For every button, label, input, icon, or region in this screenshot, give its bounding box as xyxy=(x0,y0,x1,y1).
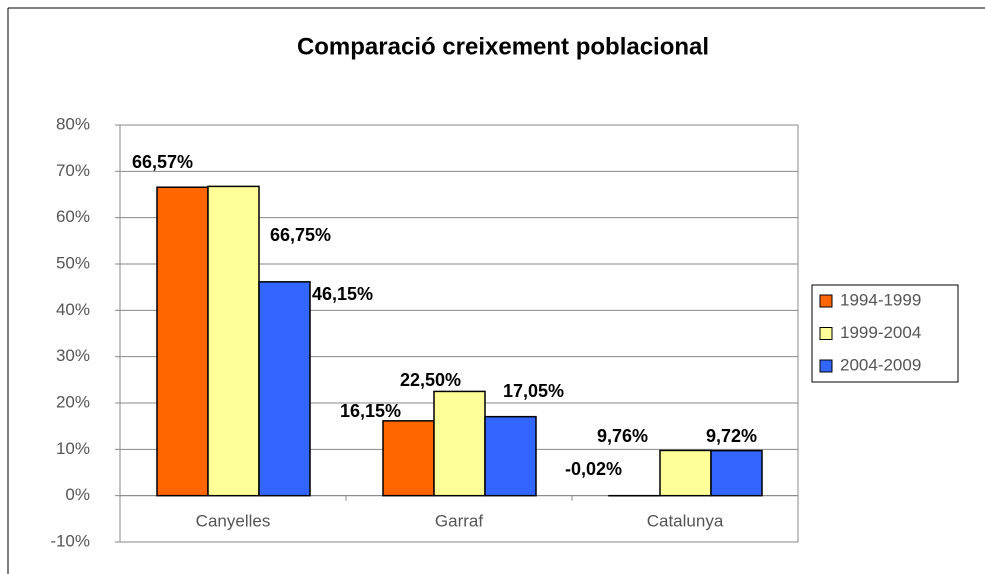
y-tick-label: -10% xyxy=(50,531,90,550)
legend-label: 1999-2004 xyxy=(840,323,921,342)
legend-label: 2004-2009 xyxy=(840,355,921,374)
legend-box xyxy=(811,284,959,383)
y-tick-label: 0% xyxy=(65,485,90,504)
bar xyxy=(207,185,260,497)
plot-border xyxy=(119,124,799,543)
legend-swatch xyxy=(819,294,833,308)
data-label: 17,05% xyxy=(503,381,564,401)
y-tick-label: 20% xyxy=(56,392,90,411)
y-tick-label: 50% xyxy=(56,253,90,272)
bar xyxy=(484,415,537,497)
data-label: 16,15% xyxy=(340,401,401,421)
bar xyxy=(258,281,311,497)
x-tick-label: Catalunya xyxy=(647,511,724,530)
y-tick-label: 30% xyxy=(56,346,90,365)
x-tick-label: Canyelles xyxy=(196,511,271,530)
data-label: 9,76% xyxy=(597,426,648,446)
data-label: 46,15% xyxy=(312,284,373,304)
bar xyxy=(156,186,209,497)
chart-title: Comparació creixement poblacional xyxy=(297,33,709,60)
bar xyxy=(710,449,763,497)
legend-label: 1994-1999 xyxy=(840,290,921,309)
bar xyxy=(382,420,435,497)
bar xyxy=(659,449,712,497)
y-tick-label: 80% xyxy=(56,114,90,133)
y-tick-label: 10% xyxy=(56,439,90,458)
data-label: 66,75% xyxy=(270,225,331,245)
data-label: 22,50% xyxy=(400,370,461,390)
x-tick-label: Garraf xyxy=(435,511,483,530)
data-label: 9,72% xyxy=(706,426,757,446)
data-label: -0,02% xyxy=(565,459,622,479)
y-tick-label: 40% xyxy=(56,300,90,319)
y-tick-label: 70% xyxy=(56,161,90,180)
bar xyxy=(433,390,486,497)
legend-swatch xyxy=(819,359,833,373)
legend-swatch xyxy=(819,327,833,340)
data-label: 66,57% xyxy=(132,152,193,172)
y-tick-label: 60% xyxy=(56,207,90,226)
